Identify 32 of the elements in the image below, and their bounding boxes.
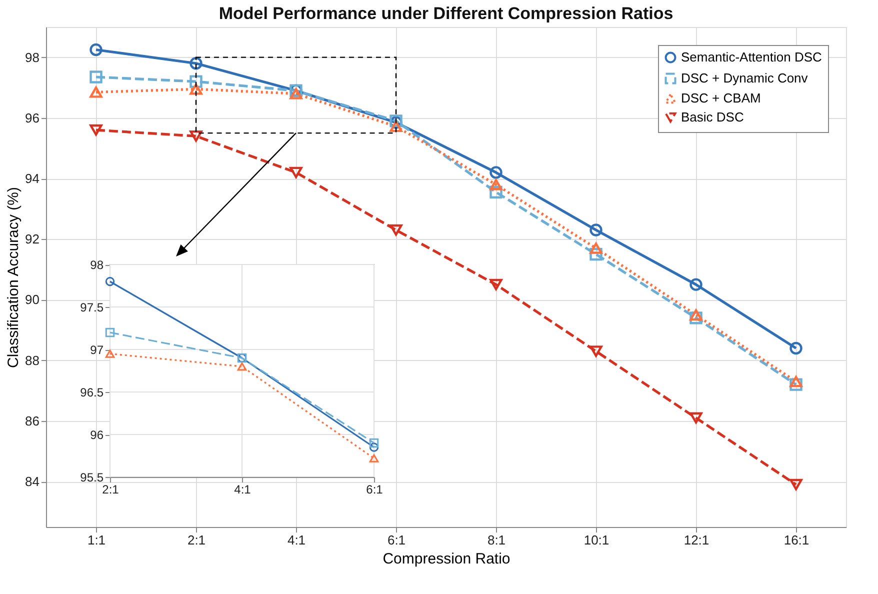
y-tick-label: 98	[25, 50, 40, 65]
x-tick-label: 10:1	[584, 532, 610, 548]
y-tick-label: 95.5	[80, 470, 104, 484]
y-tick-label: 98	[90, 258, 104, 272]
x-tick-label: 6:1	[366, 482, 384, 496]
y-tick-label: 96	[90, 428, 104, 442]
x-axis-title: Compression Ratio	[382, 550, 510, 568]
legend-label: DSC + CBAM	[681, 90, 761, 106]
legend-label: DSC + Dynamic Conv	[681, 70, 808, 86]
y-tick-label: 90	[25, 292, 40, 308]
legend-label: Semantic-Attention DSC	[681, 50, 822, 64]
y-axis-title: Classification Accuracy (%)	[5, 187, 22, 368]
y-tick-label: 97.5	[80, 300, 104, 314]
y-tick-label: 88	[25, 352, 40, 368]
x-tick-label: 2:1	[187, 532, 206, 548]
y-tick-label: 86	[25, 413, 40, 428]
x-tick-label: 12:1	[684, 532, 710, 548]
x-tick-label: 1:1	[87, 532, 106, 548]
y-tick-label: 96	[25, 110, 40, 126]
x-tick-label: 4:1	[234, 482, 252, 496]
x-tick-label: 8:1	[487, 532, 506, 548]
y-tick-label: 96.5	[80, 386, 104, 400]
x-tick-label: 2:1	[102, 482, 120, 496]
y-tick-label: 92	[25, 232, 40, 247]
legend-label: Basic DSC	[681, 110, 744, 124]
x-tick-label: 6:1	[387, 532, 406, 548]
y-tick-label: 97	[90, 343, 104, 357]
x-tick-label: 16:1	[784, 532, 810, 548]
y-tick-label: 94	[25, 171, 40, 186]
chart-title: Model Performance under Different Compression Ratios	[218, 4, 674, 23]
y-tick-label: 84	[25, 474, 40, 490]
x-tick-label: 4:1	[287, 532, 306, 548]
